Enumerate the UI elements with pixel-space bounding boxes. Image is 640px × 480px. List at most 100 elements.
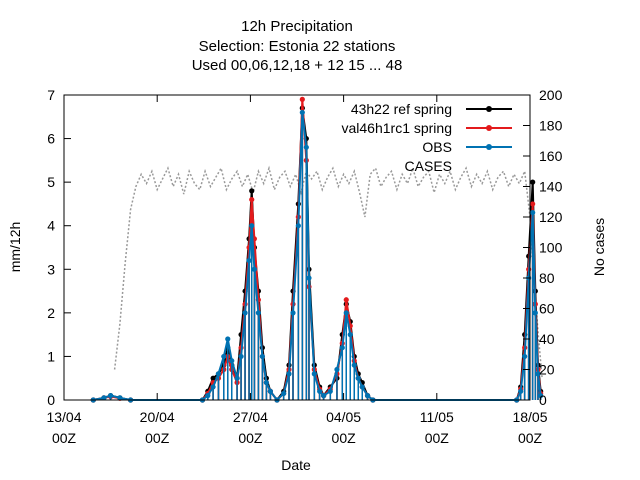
y-tick-label-3: 3: [47, 261, 55, 277]
series-1-line: [93, 99, 542, 402]
series-2-point-31: [317, 388, 323, 394]
series-2-point-44: [518, 388, 524, 394]
y2-tick-label-20: 20: [539, 362, 555, 378]
series-2-point-41: [364, 393, 371, 399]
series-2-point-27: [299, 109, 305, 116]
y-tick-label-6: 6: [47, 131, 55, 147]
y2-axis-label: No cases: [591, 218, 607, 276]
series-2-point-47: [530, 210, 536, 216]
series-2-point-18: [255, 310, 261, 316]
series-2-point-2: [108, 393, 114, 399]
series-2-point-23: [281, 390, 287, 397]
series-2-point-8: [215, 371, 222, 377]
y2-tick-label-120: 120: [539, 209, 563, 225]
axes-layer: 0 1 2 3 4 5 6 7 0 20 40 60 80 100 120 140 160 180 200 13/04…: [46, 87, 562, 446]
series-2-point-37: [347, 332, 353, 338]
series-1: [90, 96, 544, 403]
series-0-point-7: [210, 375, 216, 381]
x-tick-sublabel-0: 00Z: [52, 430, 77, 446]
series-2-point-49: [535, 371, 541, 377]
series-2-point-34: [334, 366, 340, 373]
series-0-line: [93, 107, 542, 402]
series-2-point-32: [321, 393, 327, 399]
series-2-point-16: [249, 223, 255, 229]
cases-series-line: [113, 165, 543, 378]
legend-marker-2: [486, 144, 492, 150]
series-2-point-24: [286, 371, 292, 377]
series-2-point-19: [259, 353, 265, 360]
legend-label-1: val46h1rc1 spring: [341, 120, 452, 136]
chart-title-line-3: Used 00,06,12,18 + 12 15 ... 48: [192, 57, 403, 74]
series-1-point-27: [299, 96, 305, 102]
series-2-point-9: [221, 353, 227, 360]
series-2: [90, 109, 544, 403]
y2-tick-label-180: 180: [539, 118, 563, 134]
chart-title: 12h Precipitation Selection: Estonia 22 …: [192, 18, 403, 74]
series-2-point-30: [311, 371, 317, 377]
chart-title-line-2: Selection: Estonia 22 stations: [199, 38, 396, 55]
series-2-point-39: [355, 375, 361, 381]
x-tick-label-4: 11/05: [420, 409, 454, 425]
series-2-point-40: [359, 384, 365, 390]
series-2-point-35: [339, 345, 345, 351]
series-2-point-12: [234, 375, 240, 381]
series-2-point-7: [210, 384, 216, 390]
chart-title-line-1: 12h Precipitation: [241, 18, 353, 35]
series-2-point-36: [343, 310, 349, 316]
y2-tick-label-100: 100: [539, 240, 563, 256]
y-tick-label-5: 5: [47, 174, 55, 190]
series-2-point-48: [532, 310, 538, 316]
series-2-point-11: [229, 358, 235, 364]
series-2-point-15: [246, 257, 252, 264]
series-0-point-47: [530, 179, 536, 185]
series-2-point-25: [290, 310, 296, 316]
y2-tick-label-80: 80: [539, 270, 555, 286]
y-tick-label-7: 7: [47, 87, 55, 103]
series-2-point-50: [538, 393, 544, 399]
y2-tick-label-0: 0: [539, 392, 547, 408]
series-2-point-26: [295, 223, 301, 229]
cases-layer: [113, 165, 543, 378]
x-tick-sublabel-2: 00Z: [238, 430, 263, 446]
x-tick-label-1: 20/04: [140, 409, 175, 425]
y-tick-label-2: 2: [47, 305, 55, 321]
series-2-point-38: [351, 362, 357, 368]
legend-label-0: 43h22 ref spring: [351, 101, 452, 117]
series-1-point-16: [249, 196, 255, 203]
series-2-point-20: [263, 379, 269, 386]
series-1-point-36: [343, 297, 349, 303]
y2-tick-label-200: 200: [539, 87, 563, 103]
x-axis-label: Date: [281, 457, 311, 473]
series-2-point-3: [117, 395, 123, 401]
x-tick-label-3: 04/05: [326, 409, 361, 425]
series-2-point-13: [238, 353, 244, 360]
y2-tick-label-140: 140: [539, 179, 563, 195]
series-2-point-21: [267, 388, 273, 394]
series-2-point-14: [242, 310, 248, 316]
series-0: [90, 105, 544, 403]
series-layer: [90, 96, 544, 403]
series-2-line: [93, 112, 542, 402]
y-tick-label-1: 1: [47, 348, 55, 364]
y2-tick-label-160: 160: [539, 148, 563, 164]
x-tick-sublabel-3: 00Z: [332, 430, 357, 446]
series-2-point-10: [225, 336, 231, 342]
series-2-point-17: [251, 266, 257, 272]
x-tick-sublabel-4: 00Z: [425, 430, 450, 446]
series-2-point-1: [101, 395, 107, 401]
series-2-point-28: [303, 144, 309, 150]
series-2-point-45: [522, 353, 528, 360]
series-2-point-33: [327, 388, 333, 394]
legend-marker-0: [486, 106, 492, 112]
legend-label-2: OBS: [422, 139, 452, 155]
series-1-point-47: [530, 201, 536, 207]
series-2-point-6: [205, 393, 211, 399]
series-0-point-16: [249, 188, 255, 194]
y-axis-label: mm/12h: [7, 222, 23, 273]
y-tick-label-4: 4: [47, 218, 55, 234]
y-tick-label-0: 0: [47, 392, 55, 408]
x-tick-sublabel-1: 00Z: [145, 430, 170, 446]
x-tick-label-5: 18/05: [512, 409, 547, 425]
legend-label-cases: CASES: [405, 158, 452, 174]
